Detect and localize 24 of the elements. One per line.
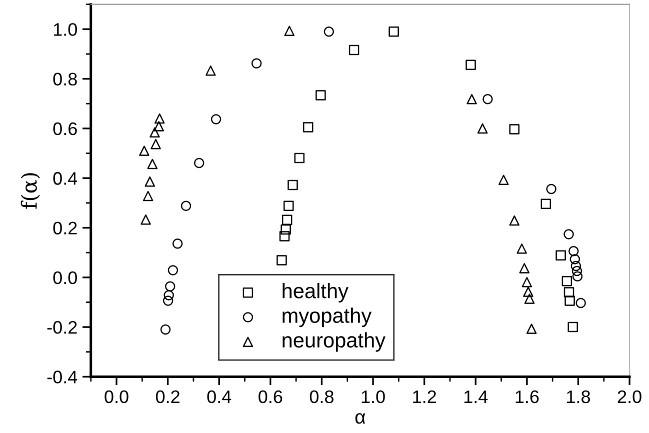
legend-label: healthy: [282, 283, 348, 302]
legend-label: neuropathy: [282, 332, 386, 352]
y-tick-label: 0.6: [53, 122, 77, 136]
x-tick-label: 1.8: [567, 390, 590, 404]
x-tick-label: 0.2: [156, 390, 180, 404]
x-axis-title: α: [355, 413, 366, 424]
x-tick-label: 2.0: [618, 390, 642, 404]
x-tick-label: 1.6: [516, 390, 539, 404]
x-tick-label: 0.6: [258, 390, 282, 404]
legend-label: myopathy: [282, 308, 372, 328]
x-tick-label: 1.2: [413, 390, 436, 403]
y-tick-label: 0.0: [53, 271, 77, 284]
y-tick-label: -0.4: [47, 370, 78, 384]
y-tick-label: -0.2: [47, 320, 77, 334]
x-tick-label: 0.8: [310, 390, 334, 404]
y-tick-label: 0.8: [53, 72, 77, 86]
x-tick-label: 1.0: [362, 390, 385, 404]
x-tick-label: 1.4: [464, 390, 488, 403]
y-tick-label: 0.4: [53, 172, 78, 185]
y-tick-label: 0.2: [53, 222, 77, 234]
y-tick-label: 1.0: [54, 23, 77, 36]
x-tick-label: 0.0: [104, 390, 128, 404]
y-axis-title: f(α): [20, 173, 40, 209]
x-tick-label: 0.4: [207, 390, 232, 404]
